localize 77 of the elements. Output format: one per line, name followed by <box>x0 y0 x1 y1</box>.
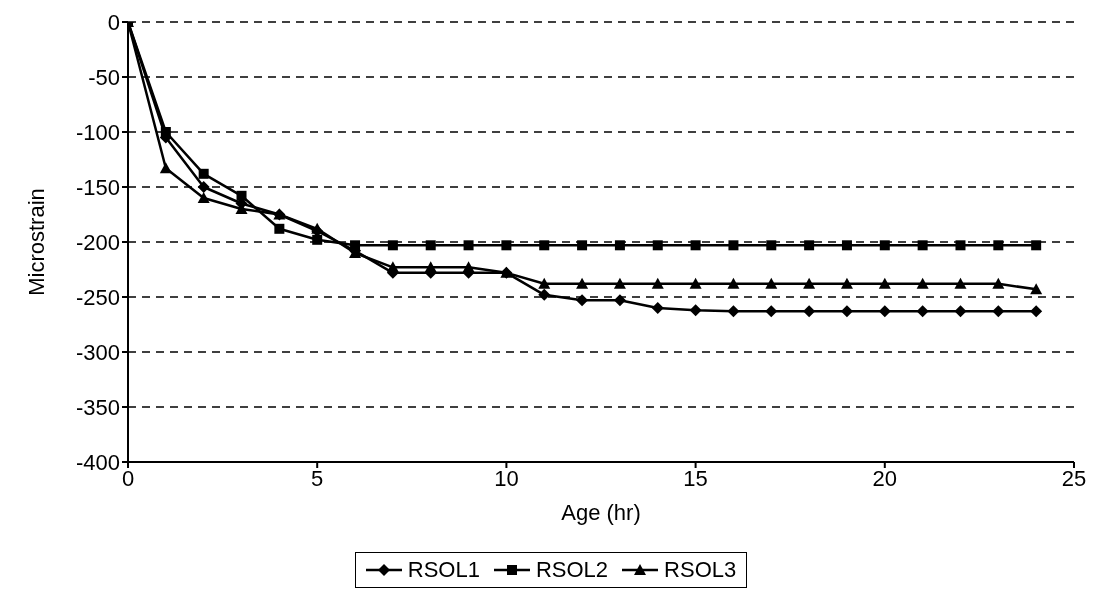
point <box>841 240 852 251</box>
point <box>539 240 550 251</box>
point <box>878 277 891 289</box>
point <box>840 277 853 289</box>
point <box>312 234 323 245</box>
point <box>728 240 739 251</box>
point <box>197 192 210 203</box>
y-tick-label: -150 <box>75 174 120 200</box>
point <box>236 190 247 201</box>
point <box>425 240 436 251</box>
x-tick-label: 15 <box>683 465 708 491</box>
y-tick-label: -400 <box>75 449 120 475</box>
point <box>274 223 285 234</box>
point <box>159 162 172 174</box>
point <box>538 288 551 301</box>
x-axis-title: Age (hr) <box>561 499 641 525</box>
point <box>916 277 929 289</box>
point <box>803 277 816 289</box>
point <box>350 240 361 251</box>
point <box>538 277 551 289</box>
point <box>1031 240 1042 251</box>
point <box>386 261 399 273</box>
point <box>651 277 664 289</box>
x-tick-label: 10 <box>494 465 519 491</box>
point <box>992 305 1005 318</box>
point <box>955 240 966 251</box>
point <box>765 277 778 289</box>
y-tick-label: -250 <box>75 284 120 310</box>
point <box>803 305 816 318</box>
point <box>576 277 589 289</box>
point <box>1030 305 1043 318</box>
point <box>993 240 1004 251</box>
point <box>424 261 437 273</box>
point <box>463 240 474 251</box>
y-tick-label: -200 <box>75 229 120 255</box>
y-tick-label: -100 <box>75 119 120 145</box>
point <box>954 277 967 289</box>
point <box>613 277 626 289</box>
point <box>689 277 702 289</box>
point <box>160 127 171 137</box>
point <box>727 277 740 289</box>
point <box>840 305 853 318</box>
point <box>652 240 663 251</box>
point <box>690 240 701 251</box>
y-tick-label: -300 <box>75 339 120 365</box>
point <box>879 240 890 251</box>
legend-label: RSOL2 <box>535 557 609 583</box>
point <box>197 181 210 193</box>
x-tick-label: 25 <box>1061 465 1087 491</box>
point <box>992 277 1005 289</box>
y-tick-label: -350 <box>75 394 120 420</box>
y-tick-label: -50 <box>88 64 120 90</box>
point <box>651 302 664 314</box>
x-tick-label: 20 <box>872 465 898 491</box>
point <box>917 240 928 251</box>
point <box>727 305 740 318</box>
point <box>462 261 475 273</box>
legend-label: RSOL1 <box>407 557 480 583</box>
x-tick-label: 5 <box>311 465 324 491</box>
point <box>198 168 209 179</box>
point <box>916 305 929 318</box>
point <box>576 294 589 307</box>
point <box>613 294 626 307</box>
point <box>577 240 588 251</box>
y-tick-label: 0 <box>107 9 120 35</box>
point <box>689 304 702 317</box>
point <box>1030 283 1043 295</box>
legend-label: RSOL3 <box>664 557 737 583</box>
point <box>614 240 625 251</box>
point <box>766 240 777 251</box>
point <box>878 305 891 318</box>
point <box>501 240 512 251</box>
point <box>954 305 967 318</box>
y-axis-title: Microstrain <box>23 188 49 296</box>
point <box>804 240 815 251</box>
point <box>387 240 398 251</box>
point <box>765 305 778 318</box>
